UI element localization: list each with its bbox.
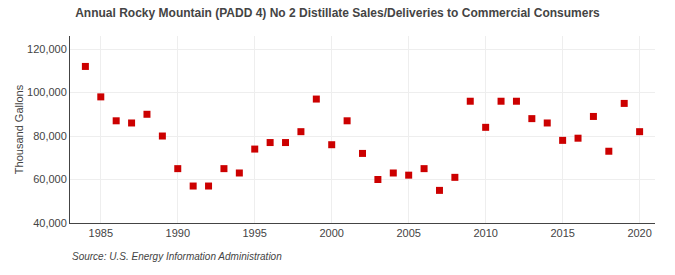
svg-text:2000: 2000 [319, 227, 343, 239]
svg-text:Annual Rocky Mountain (PADD 4): Annual Rocky Mountain (PADD 4) No 2 Dist… [75, 6, 600, 20]
svg-text:2010: 2010 [473, 227, 497, 239]
svg-text:2020: 2020 [627, 227, 651, 239]
svg-text:2015: 2015 [550, 227, 574, 239]
svg-text:Thousand Gallons: Thousand Gallons [13, 84, 25, 174]
svg-text:Source: U.S. Energy Informatio: Source: U.S. Energy Information Administ… [72, 251, 282, 262]
svg-text:120,000: 120,000 [27, 43, 67, 55]
svg-text:60,000: 60,000 [33, 173, 67, 185]
svg-text:2005: 2005 [396, 227, 420, 239]
svg-text:1985: 1985 [89, 227, 113, 239]
svg-text:40,000: 40,000 [33, 217, 67, 229]
svg-text:100,000: 100,000 [27, 86, 67, 98]
svg-text:1995: 1995 [242, 227, 266, 239]
svg-text:1990: 1990 [166, 227, 190, 239]
svg-text:80,000: 80,000 [33, 130, 67, 142]
